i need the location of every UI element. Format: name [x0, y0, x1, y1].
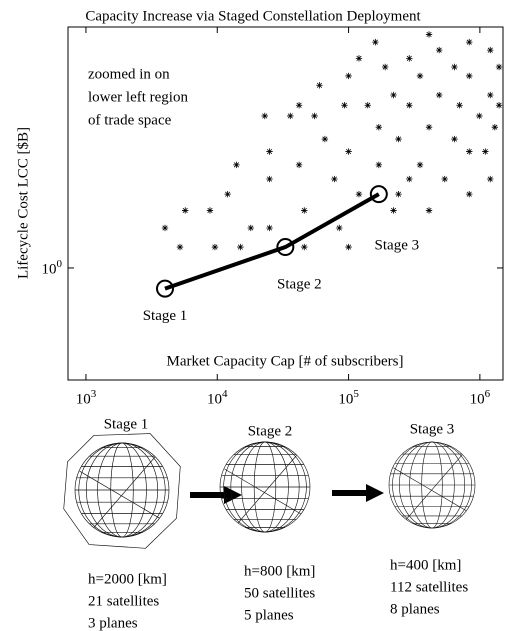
data-point	[266, 176, 272, 182]
data-point	[322, 136, 328, 142]
data-point	[417, 162, 423, 168]
data-point	[212, 244, 218, 250]
data-point	[406, 102, 412, 108]
stage-title: Stage 1	[104, 416, 149, 432]
globe	[64, 434, 181, 549]
y-tick-label: 100	[42, 257, 63, 277]
data-point	[395, 191, 401, 197]
data-point	[301, 244, 307, 250]
stage-detail: 3 planes	[88, 615, 138, 631]
data-point	[301, 207, 307, 213]
globe	[389, 442, 475, 528]
stage-detail: 21 satellites	[88, 593, 159, 609]
data-point	[162, 225, 168, 231]
data-point	[417, 73, 423, 79]
annotation: lower left region	[88, 89, 188, 105]
x-axis-label: Market Capacity Cap [# of subscribers]	[166, 353, 403, 369]
data-point	[496, 102, 502, 108]
data-point	[426, 124, 432, 130]
data-point	[287, 113, 293, 119]
chart-title: Capacity Increase via Staged Constellati…	[85, 8, 421, 24]
annotation: of trade space	[88, 112, 172, 128]
data-point	[336, 225, 342, 231]
data-point	[372, 39, 378, 45]
data-point	[466, 191, 472, 197]
x-tick-label: 104	[207, 388, 228, 408]
data-point	[237, 244, 243, 250]
data-point	[390, 92, 396, 98]
data-point	[345, 73, 351, 79]
y-axis-label: Lifecycle Cost LCC [$B]	[15, 127, 31, 279]
stage-label: Stage 1	[143, 308, 188, 324]
data-point	[182, 207, 188, 213]
data-point	[492, 124, 498, 130]
data-point	[451, 64, 457, 70]
data-point	[451, 136, 457, 142]
data-point	[207, 207, 213, 213]
data-point	[487, 176, 493, 182]
stage-detail: 112 satellites	[390, 579, 468, 595]
stage-detail: 8 planes	[390, 601, 440, 617]
data-point	[382, 64, 388, 70]
data-point	[466, 148, 472, 154]
constellation-diagrams: Stage 1 Stage 2 Stage 3 h=2000 [km] 21 s…	[64, 416, 475, 631]
annotation: zoomed in on	[88, 66, 170, 82]
data-point	[496, 64, 502, 70]
data-point	[426, 207, 432, 213]
data-point	[376, 124, 382, 130]
data-point	[442, 176, 448, 182]
data-point	[487, 92, 493, 98]
data-point	[177, 244, 183, 250]
data-point	[341, 102, 347, 108]
data-point	[345, 244, 351, 250]
stage-label: Stage 2	[277, 276, 322, 292]
data-point	[482, 148, 488, 154]
stage-detail: h=2000 [km]	[88, 571, 167, 587]
arrow-head	[224, 486, 242, 504]
globe	[220, 442, 310, 532]
data-point	[466, 39, 472, 45]
data-point	[390, 207, 396, 213]
x-tick-label: 105	[338, 388, 359, 408]
data-point	[395, 136, 401, 142]
figure: Capacity Increase via Staged Constellati…	[0, 0, 507, 631]
data-point	[406, 176, 412, 182]
data-point	[316, 82, 322, 88]
data-point	[376, 162, 382, 168]
data-point	[248, 225, 254, 231]
data-point	[311, 113, 317, 119]
data-point	[296, 102, 302, 108]
data-point	[331, 176, 337, 182]
stage-label: Stage 3	[375, 238, 420, 254]
stage-detail: h=800 [km]	[244, 563, 315, 579]
data-point	[262, 113, 268, 119]
data-point	[356, 191, 362, 197]
data-point	[456, 102, 462, 108]
data-point	[233, 162, 239, 168]
stage-detail: h=400 [km]	[390, 557, 461, 573]
data-point	[426, 31, 432, 37]
data-point	[487, 47, 493, 53]
data-point	[356, 55, 362, 61]
data-point	[436, 47, 442, 53]
data-point	[476, 113, 482, 119]
stage-title: Stage 3	[410, 421, 455, 437]
data-point	[365, 102, 371, 108]
data-point	[436, 92, 442, 98]
stage-title: Stage 2	[248, 423, 293, 439]
stage-path	[165, 194, 379, 288]
x-tick-label: 106	[470, 388, 491, 408]
data-point	[266, 148, 272, 154]
data-point	[296, 162, 302, 168]
data-point	[224, 191, 230, 197]
stage-detail: 50 satellites	[244, 585, 315, 601]
data-point	[406, 55, 412, 61]
arrow-head	[366, 484, 384, 502]
data-point	[345, 148, 351, 154]
x-tick-label: 103	[76, 388, 97, 408]
data-point	[266, 225, 272, 231]
stage-detail: 5 planes	[244, 607, 294, 623]
data-point	[466, 73, 472, 79]
